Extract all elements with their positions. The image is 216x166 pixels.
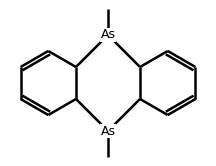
Text: As: As (100, 29, 116, 42)
Text: As: As (100, 124, 116, 137)
